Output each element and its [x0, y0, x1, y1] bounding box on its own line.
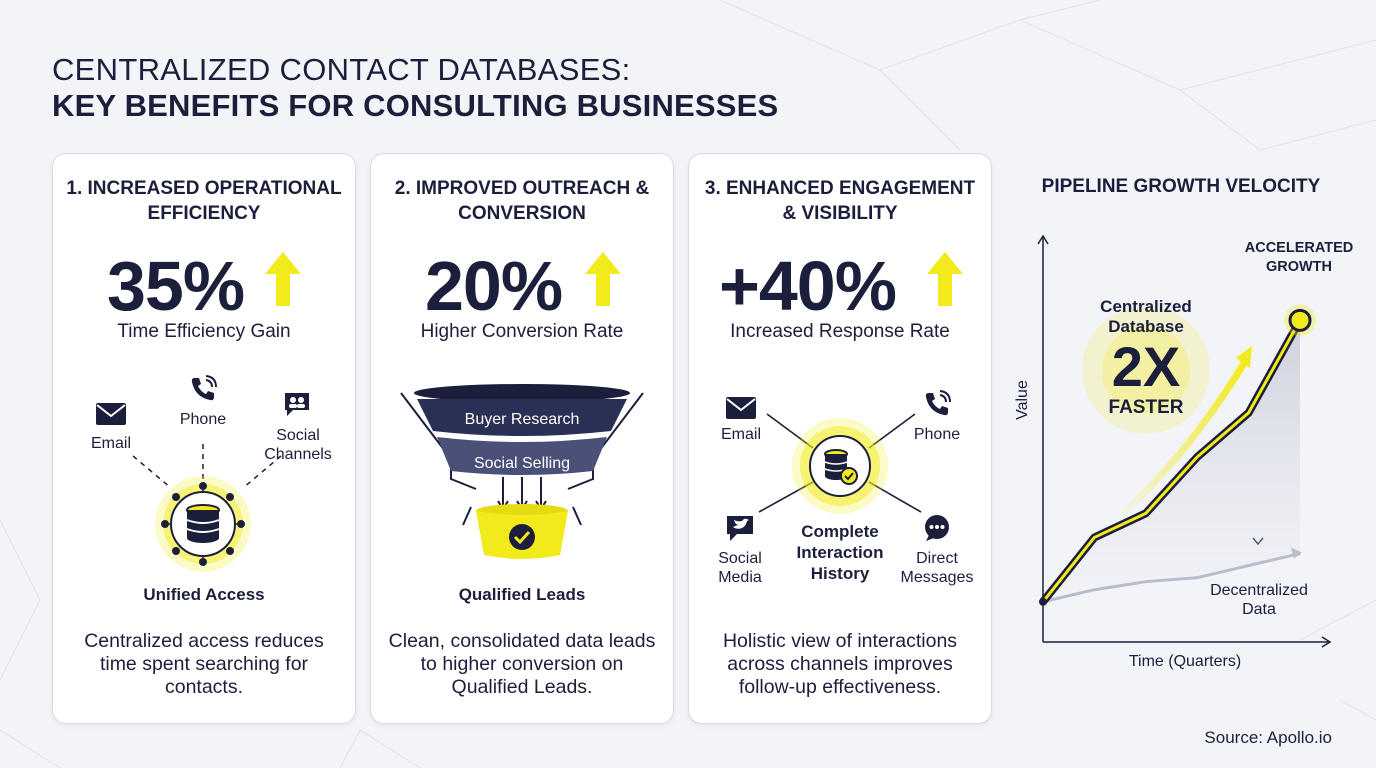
series-arrowhead-decentralized: [1291, 547, 1302, 559]
phone-icon: [189, 375, 217, 408]
stat-label: Higher Conversion Rate: [420, 321, 624, 342]
benefit-card-efficiency: 1. INCREASED OPERATIONAL EFFICIENCY 35% …: [52, 153, 356, 724]
channel-label-social: Social Channels: [264, 427, 332, 463]
page-title-line1: CENTRALIZED CONTACT DATABASES:: [52, 52, 631, 87]
up-arrow-icon: [265, 252, 301, 306]
channel-label-phone: Phone: [179, 411, 227, 428]
channel-label-phone: Phone: [913, 426, 961, 443]
up-arrow-icon: [927, 252, 963, 306]
stat-value: 35%: [107, 247, 245, 325]
phone-icon: [923, 390, 951, 423]
stat-value: +40%: [719, 247, 897, 325]
series-line-decentralized: [1042, 552, 1301, 604]
funnel-stage-buyer-research: Buyer Research: [464, 411, 580, 428]
channel-label-email: Email: [90, 435, 131, 452]
chat-dots-icon: [923, 514, 951, 547]
card-title: 2. IMPROVED OUTREACH & CONVERSION: [394, 178, 650, 224]
growth-area: [1043, 320, 1300, 602]
source-credit: Source: Apollo.io: [1204, 728, 1332, 747]
chart-ylabel: Value: [1014, 380, 1031, 420]
funnel-result-label: Qualified Leads: [458, 585, 586, 604]
chart-badge-sub: FASTER: [1108, 397, 1184, 418]
channel-label-email: Email: [720, 426, 761, 443]
database-hub: [155, 476, 251, 572]
database-check-icon: [824, 449, 858, 485]
database-icon: [186, 504, 220, 543]
funnel-icon: [400, 384, 644, 559]
stat-label: Increased Response Rate: [730, 321, 950, 342]
hub-label: Complete Interaction History: [796, 522, 884, 583]
chart-badge-label: Centralized Database: [1100, 297, 1192, 336]
chart-title: PIPELINE GROWTH VELOCITY: [1041, 176, 1321, 197]
chevron-down-icon: [1252, 537, 1264, 546]
envelope-icon: [95, 402, 127, 431]
card-description: Clean, consolidated data leads to higher…: [388, 630, 656, 698]
chat-people-icon: [283, 391, 311, 422]
card-description: Holistic view of interactions across cha…: [722, 630, 958, 698]
page-title: CENTRALIZED CONTACT DATABASES: KEY BENEF…: [52, 52, 778, 124]
chat-bird-icon: [725, 514, 755, 547]
stat-value: 20%: [425, 247, 563, 325]
card-title: 3. ENHANCED ENGAGEMENT & VISIBILITY: [704, 178, 976, 224]
pipeline-growth-chart: [1037, 234, 1332, 648]
page-title-line2: KEY BENEFITS FOR CONSULTING BUSINESSES: [52, 88, 779, 123]
interaction-hub-diagram: [758, 413, 922, 514]
up-arrow-icon: [585, 252, 621, 306]
start-marker: [1039, 597, 1047, 606]
stat-label: Time Efficiency Gain: [117, 321, 291, 342]
channel-label-direct-messages: Direct Messages: [900, 550, 974, 586]
chart-annotation-accelerated: ACCELERATED GROWTH: [1244, 240, 1354, 275]
check-icon: [509, 524, 535, 550]
card-description: Centralized access reduces time spent se…: [84, 630, 324, 698]
chart-badge-value: 2X: [1111, 335, 1181, 398]
benefit-card-outreach: 2. IMPROVED OUTREACH & CONVERSION 20% Hi…: [370, 153, 674, 724]
series-line-centralized: [1041, 319, 1302, 603]
unified-access-diagram: [132, 444, 282, 489]
funnel-stage-social-selling: Social Selling: [473, 455, 571, 472]
envelope-icon: [725, 396, 757, 425]
benefit-card-engagement: 3. ENHANCED ENGAGEMENT & VISIBILITY +40%…: [688, 153, 992, 724]
legend-decentralized: Decentralized Data: [1210, 582, 1308, 618]
channel-label-social-media: Social Media: [718, 550, 762, 586]
card-title: 1. INCREASED OPERATIONAL EFFICIENCY: [66, 178, 342, 224]
endpoint-marker: [1288, 308, 1312, 332]
velocity-arrow-head: [1236, 346, 1252, 368]
hub-label: Unified Access: [143, 585, 265, 604]
velocity-arrow: [1112, 358, 1249, 523]
chart-xlabel: Time (Quarters): [1128, 653, 1242, 670]
